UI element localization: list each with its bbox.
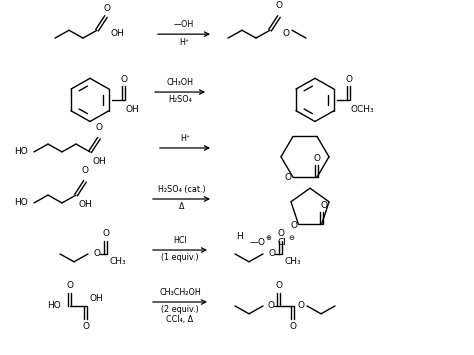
Text: O: O xyxy=(320,201,327,210)
Text: (2 equiv.): (2 equiv.) xyxy=(161,305,199,315)
Text: Δ: Δ xyxy=(179,202,184,211)
Text: O: O xyxy=(313,154,320,163)
Text: O: O xyxy=(82,322,90,331)
Text: H⁺: H⁺ xyxy=(180,134,190,143)
Text: OH: OH xyxy=(126,105,140,114)
Text: OH: OH xyxy=(90,294,104,302)
Text: HO: HO xyxy=(14,147,28,157)
Text: O: O xyxy=(82,166,89,175)
Text: O: O xyxy=(291,221,298,230)
Text: O: O xyxy=(103,4,110,12)
Text: O: O xyxy=(277,229,284,238)
Text: O: O xyxy=(283,29,290,38)
Text: —O: —O xyxy=(250,237,266,247)
Text: H₂SO₄ (cat.): H₂SO₄ (cat.) xyxy=(158,185,205,194)
Text: CH₃CH₂OH: CH₃CH₂OH xyxy=(159,288,201,297)
Text: H: H xyxy=(237,232,243,241)
Text: OH: OH xyxy=(79,200,93,209)
Text: O: O xyxy=(268,301,275,310)
Text: O: O xyxy=(346,75,353,84)
Text: O: O xyxy=(284,173,292,182)
Text: O: O xyxy=(298,301,305,310)
Text: O: O xyxy=(275,281,283,290)
Text: O: O xyxy=(275,1,283,10)
Text: (1 equiv.): (1 equiv.) xyxy=(161,253,199,262)
Text: CCl₄, Δ: CCl₄, Δ xyxy=(166,315,193,324)
Text: CH₃OH: CH₃OH xyxy=(166,78,193,87)
Text: CH₃: CH₃ xyxy=(285,257,301,266)
Text: HO: HO xyxy=(14,198,28,207)
Text: OH: OH xyxy=(93,157,107,166)
Text: O: O xyxy=(94,250,101,258)
Text: O: O xyxy=(102,229,109,238)
Text: O: O xyxy=(120,75,128,84)
Text: ⊕: ⊕ xyxy=(265,235,271,241)
Text: ⊖: ⊖ xyxy=(288,235,294,241)
Text: HCl: HCl xyxy=(173,236,187,245)
Text: OCH₃: OCH₃ xyxy=(351,105,374,114)
Text: HO: HO xyxy=(47,301,61,310)
Text: —OH: —OH xyxy=(174,20,194,29)
Text: O: O xyxy=(66,281,73,290)
Text: O: O xyxy=(95,123,102,132)
Text: H₂SO₄: H₂SO₄ xyxy=(168,95,192,104)
Text: Cl: Cl xyxy=(278,237,287,247)
Text: H⁺: H⁺ xyxy=(179,38,189,47)
Text: O: O xyxy=(290,322,297,331)
Text: OH: OH xyxy=(111,29,125,38)
Text: O: O xyxy=(269,250,276,258)
Text: CH₃: CH₃ xyxy=(110,257,127,266)
